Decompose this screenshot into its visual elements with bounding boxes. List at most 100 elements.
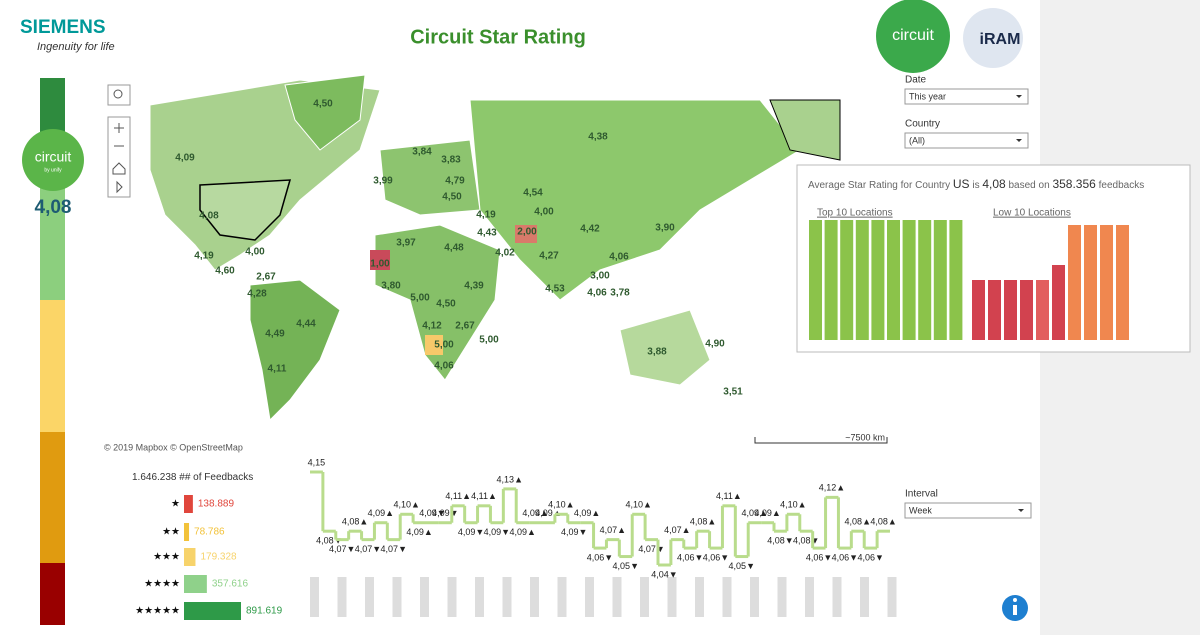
data-label: 4,10▲ (548, 500, 574, 510)
map-label: 5,00 (434, 340, 454, 351)
data-label: 4,09▲ (574, 508, 600, 518)
tooltip: Average Star Rating for Country US is 4,… (796, 164, 1191, 353)
map-label: 4,06 (434, 361, 454, 372)
feedback-value: 357.616 (212, 579, 249, 590)
europe[interactable] (379, 139, 481, 216)
usa[interactable] (199, 179, 292, 241)
data-label: 4,10▲ (625, 500, 651, 510)
country-dropdown[interactable] (904, 132, 1029, 149)
blurred-label (585, 577, 594, 617)
map-label: 2,67 (256, 272, 276, 283)
map-label: 4,08 (199, 211, 219, 222)
low-locations-link[interactable]: Low 10 Locations (993, 208, 1071, 219)
map-label: 4,44 (296, 319, 316, 330)
greenland[interactable] (284, 74, 366, 151)
map-label: 3,78 (610, 288, 630, 299)
blurred-label (887, 577, 897, 617)
data-label: 4,15 (308, 457, 326, 467)
feedback-bar (184, 548, 196, 566)
zoom-controls[interactable] (107, 116, 131, 198)
map-label: 1,00 (370, 259, 390, 270)
iram-globe (963, 8, 1023, 68)
feedback-bar (184, 575, 207, 593)
map-label: 4,79 (445, 176, 465, 187)
rating-band (40, 78, 65, 135)
blurred-label (365, 577, 374, 617)
data-label: 4,11▲ (471, 491, 497, 501)
dropdown-value: (All) (909, 135, 925, 145)
feedback-total-value: 1.646.238 (132, 472, 177, 483)
map-label: 4,27 (539, 251, 559, 262)
map-label: 4,06 (587, 288, 607, 299)
dropdown-arrow (1016, 95, 1022, 98)
rating-band (40, 563, 65, 625)
feedback-bar (184, 523, 190, 541)
map-label: 4,43 (477, 228, 497, 239)
map-label: 4,49 (265, 329, 285, 340)
sidebar-logo (22, 129, 84, 191)
blurred-label (502, 577, 512, 617)
zoom-icons (112, 123, 126, 194)
tooltip-prefix: Average Star Rating for Country (808, 180, 950, 191)
country-low[interactable] (515, 225, 537, 243)
blurred-label (557, 577, 567, 617)
search-icon (113, 89, 123, 99)
map-label: 3,80 (381, 281, 401, 292)
map-label: 4,54 (523, 188, 543, 199)
star-label: ★★★★ (144, 579, 180, 590)
australia[interactable] (619, 309, 711, 386)
data-label: 4,06▼ (677, 552, 703, 562)
data-label: 4,13▲ (497, 474, 523, 484)
data-label: 4,09▲ (741, 508, 767, 518)
map-label: 5,00 (410, 293, 430, 304)
data-label: 4,10▲ (780, 500, 806, 510)
map-label: 3,84 (412, 147, 432, 158)
data-label: 4,05▼ (729, 561, 755, 571)
interval-dropdown[interactable] (904, 502, 1032, 519)
star-label: ★★★ (153, 552, 180, 563)
dropdown-arrow (1016, 139, 1022, 142)
alaska[interactable] (769, 99, 841, 161)
star-label: ★★ (162, 527, 180, 538)
data-label: 4,11▲ (445, 491, 471, 501)
asia[interactable] (469, 99, 801, 301)
low-location-bar (1052, 265, 1065, 340)
data-label: 4,07▼ (329, 544, 355, 554)
data-label: 4,09▲ (509, 527, 535, 537)
blurred-label (805, 577, 814, 617)
top-location-bar (855, 220, 869, 340)
country-mid[interactable] (425, 335, 443, 355)
iram-logo: iRAM (980, 31, 1021, 48)
data-label: 4,07▲ (664, 525, 690, 535)
data-label: 4,08▼ (767, 536, 793, 546)
tooltip-word: feedbacks (1099, 180, 1145, 191)
map[interactable] (149, 74, 841, 422)
map-label: 4,28 (247, 289, 267, 300)
data-label: 4,09▲ (535, 508, 561, 518)
map-label: 4,02 (495, 248, 515, 259)
south-america[interactable] (249, 279, 341, 422)
feedback-bar (184, 602, 241, 620)
top-locations-link[interactable]: Top 10 Locations (817, 208, 893, 219)
map-controls (107, 84, 131, 198)
search-button[interactable] (107, 84, 131, 106)
data-label: 4,09▼ (484, 527, 510, 537)
data-label: 4,07▼ (381, 544, 407, 554)
map-label: 4,60 (215, 266, 235, 277)
map-label: 4,48 (444, 243, 464, 254)
map-label: 3,99 (373, 176, 393, 187)
country-low[interactable] (370, 250, 390, 270)
africa[interactable] (374, 224, 501, 381)
tooltip-text: Average Star Rating for Country US is 4,… (808, 177, 1144, 191)
tooltip-word: is (972, 180, 979, 191)
date-dropdown[interactable] (904, 88, 1029, 105)
data-label: 4,09▲ (406, 527, 432, 537)
overall-rating: 4,08 (35, 197, 72, 218)
data-label: 4,09▼ (458, 527, 484, 537)
low-location-bar (1100, 225, 1113, 340)
map-label: 4,06 (609, 252, 629, 263)
data-label: 4,09▲ (754, 508, 780, 518)
map-label: 2,67 (455, 321, 475, 332)
data-label: 4,07▼ (355, 544, 381, 554)
map-label: 3,83 (441, 155, 461, 166)
